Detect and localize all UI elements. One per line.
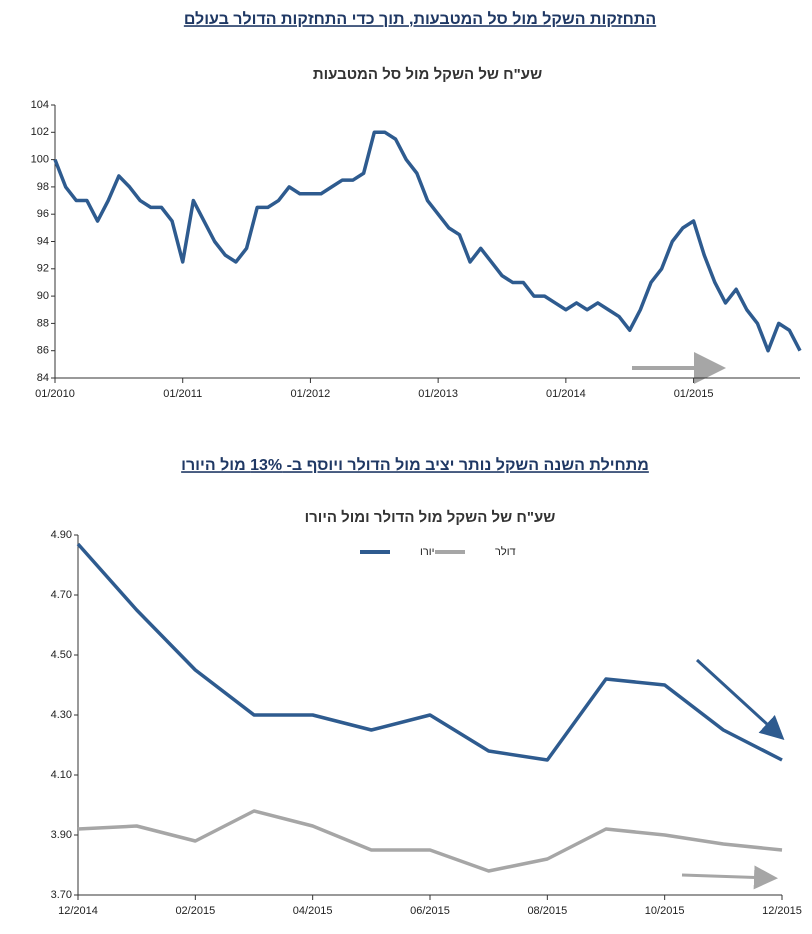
arrow [695, 658, 785, 741]
heading: התחזקות השקל מול סל המטבעות, תוך כדי התח… [184, 10, 656, 28]
y-tick-label: 4.90 [51, 529, 72, 541]
y-tick-label: 96 [37, 208, 49, 220]
y-tick-label: 100 [31, 154, 49, 166]
x-tick-label: 06/2015 [410, 905, 450, 917]
line-series [76, 542, 783, 762]
arrow [681, 865, 778, 890]
y-tick-label: 92 [37, 263, 49, 275]
y-tick-label: 90 [37, 290, 49, 302]
line-series [77, 809, 783, 873]
x-tick-label: 01/2012 [291, 388, 331, 400]
y-tick-label: 94 [37, 235, 49, 247]
x-tick-label: 01/2014 [546, 388, 586, 400]
x-tick-label: 08/2015 [527, 905, 567, 917]
y-tick-label: 4.30 [51, 709, 72, 721]
y-tick-label: 102 [31, 126, 49, 138]
heading: מתחילת השנה השקל נותר יציב מול הדולר ויו… [181, 456, 649, 474]
y-tick-label: 4.50 [51, 649, 72, 661]
x-tick-label: 02/2015 [175, 905, 215, 917]
y-tick-label: 4.70 [51, 589, 72, 601]
x-tick-label: 12/2014 [58, 905, 98, 917]
y-tick-label: 3.90 [51, 829, 72, 841]
x-tick-label: 10/2015 [645, 905, 685, 917]
legend-label: דולר [495, 545, 516, 558]
x-tick-label: 04/2015 [293, 905, 333, 917]
chart-title: שע"ח של השקל מול הדולר ומול היורו [305, 509, 556, 526]
x-tick-label: 12/2015 [762, 905, 802, 917]
x-tick-label: 01/2010 [35, 388, 75, 400]
y-tick-label: 88 [37, 317, 49, 329]
line-series [53, 130, 802, 353]
y-tick-label: 4.10 [51, 769, 72, 781]
x-tick-label: 01/2011 [163, 388, 202, 400]
x-tick-label: 01/2015 [674, 388, 714, 400]
x-tick-label: 01/2013 [418, 388, 458, 400]
legend-label: יורו [420, 546, 434, 558]
y-tick-label: 98 [37, 181, 49, 193]
chart-title: שע"ח של השקל מול סל המטבעות [313, 66, 542, 83]
y-tick-label: 84 [37, 372, 49, 384]
y-tick-label: 104 [31, 99, 49, 111]
y-tick-label: 86 [37, 345, 49, 357]
y-tick-label: 3.70 [51, 889, 72, 901]
